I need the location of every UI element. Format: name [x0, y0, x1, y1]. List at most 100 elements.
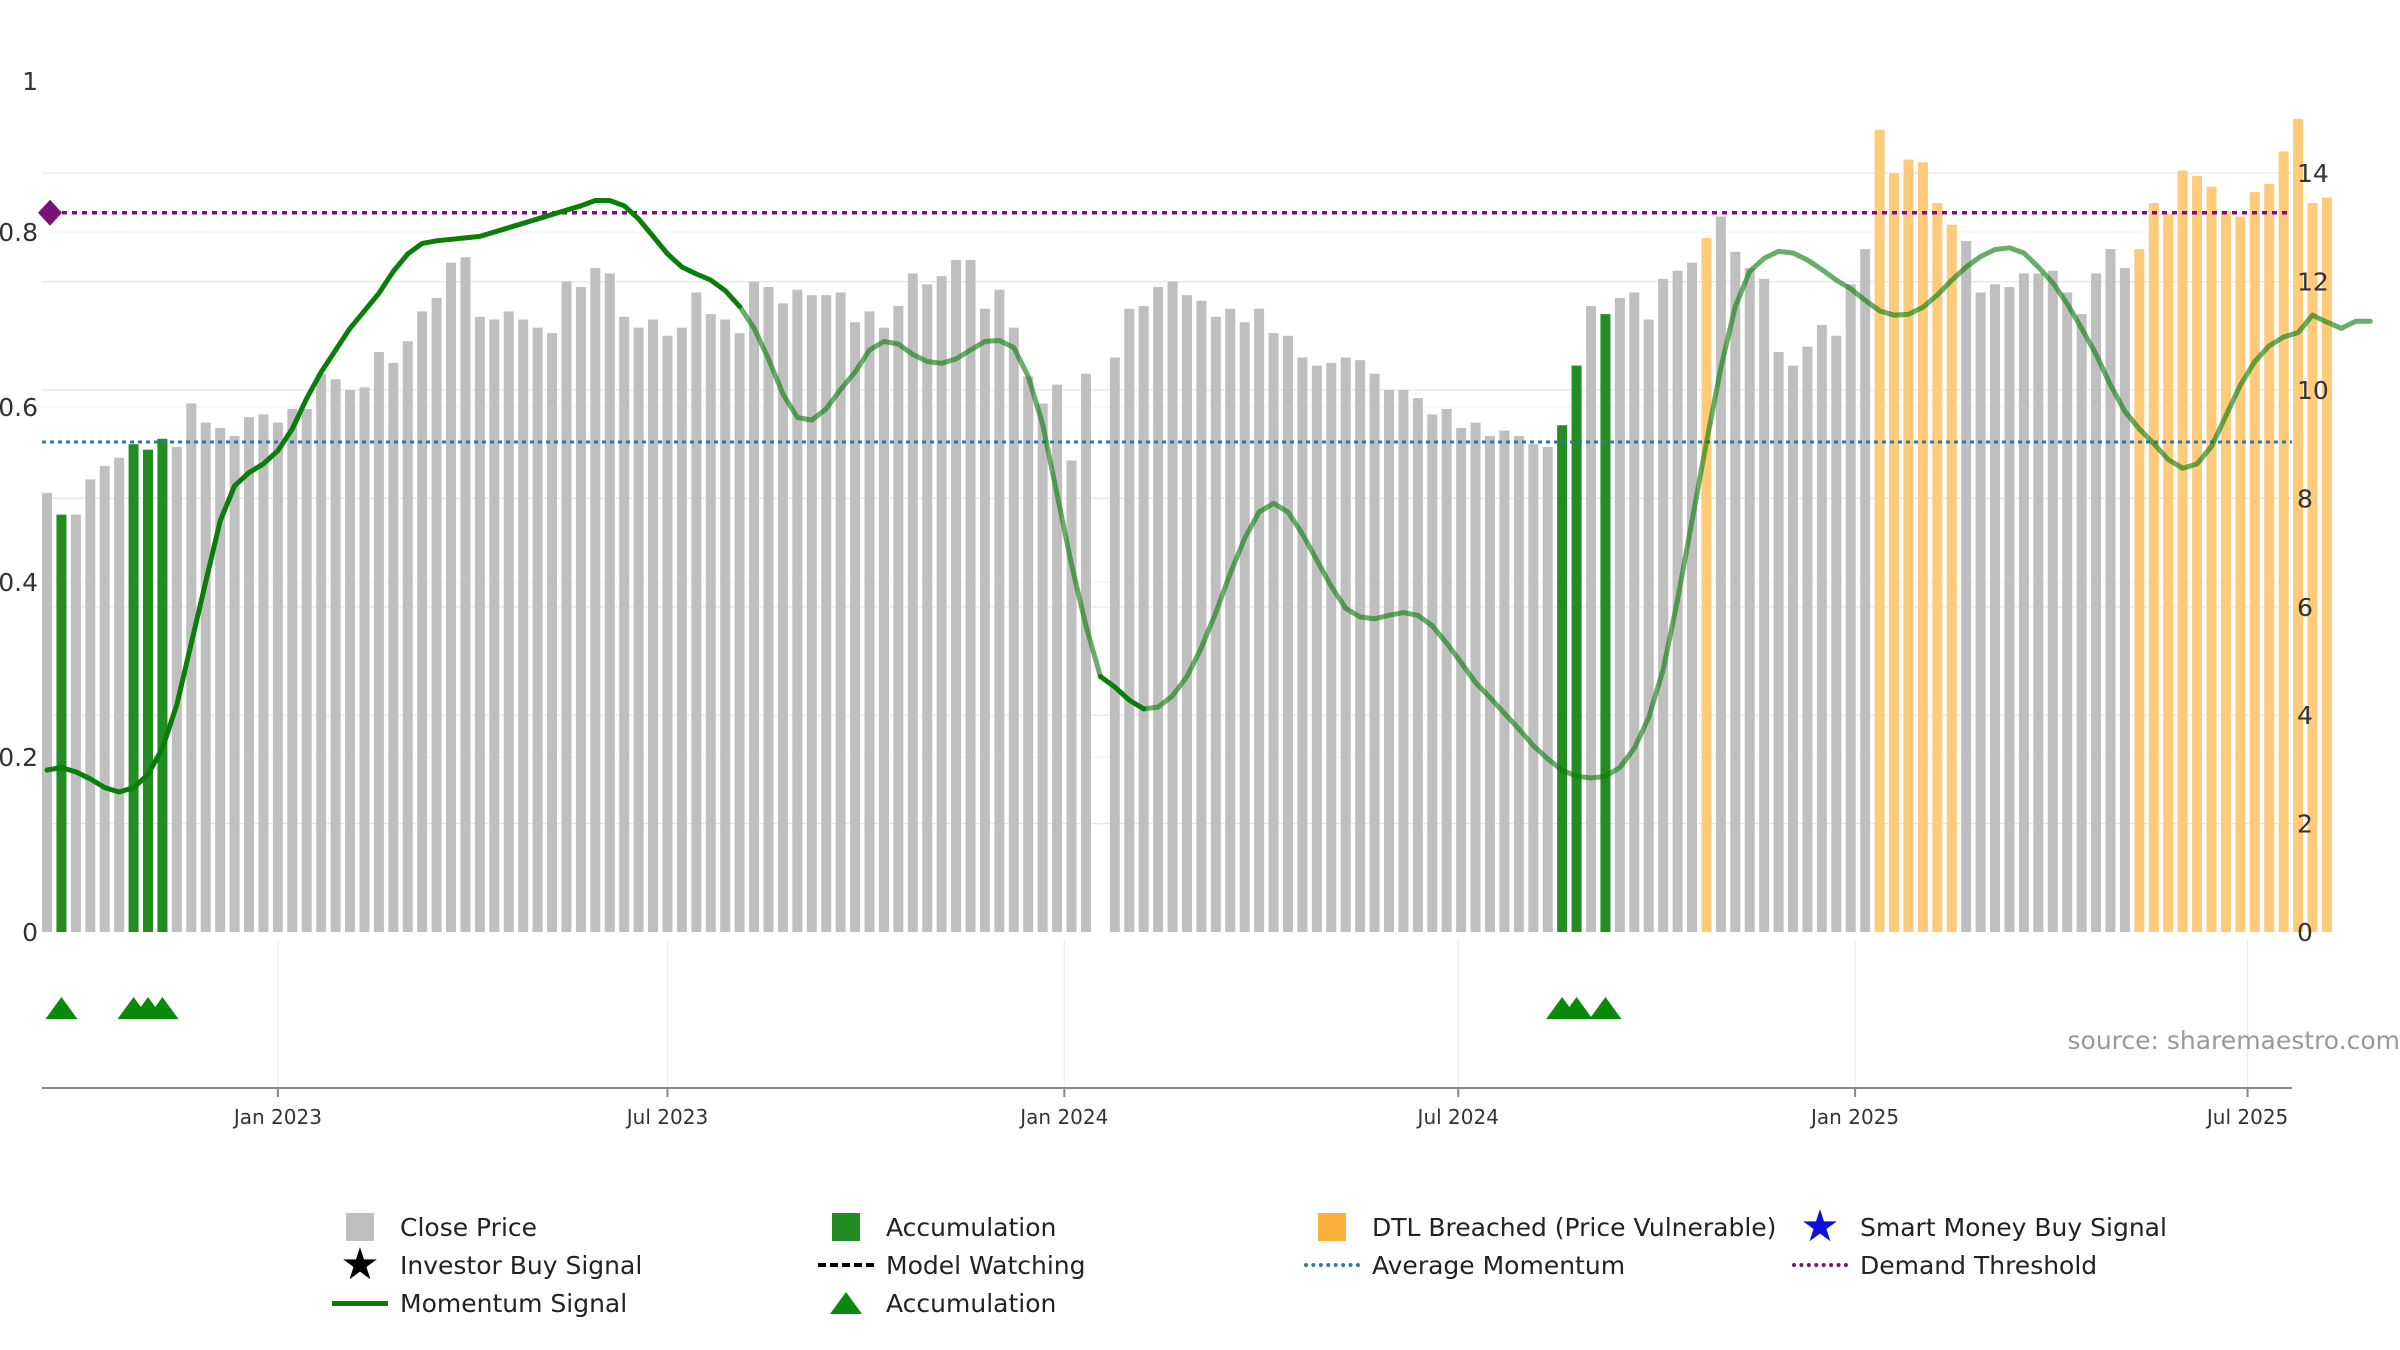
black-dashed-line-icon [816, 1246, 876, 1284]
legend-item: Model Watching [816, 1246, 1086, 1284]
close-price-bar [2047, 270, 2058, 932]
green-triangle-icon [816, 1284, 876, 1322]
close-price-bar [1773, 352, 1784, 932]
close-price-bar [590, 268, 601, 932]
close-price-bar [1542, 446, 1553, 932]
dtl-breached-bar [2264, 184, 2275, 933]
close-price-bar [1990, 284, 2001, 932]
close-price-bar [1138, 305, 1149, 932]
legend-label: Model Watching [886, 1250, 1086, 1280]
gridlines [42, 172, 2292, 825]
close-price-bar [1730, 251, 1741, 933]
close-price-bar [633, 327, 644, 932]
close-price-bar [431, 297, 442, 932]
close-price-bar [1513, 436, 1524, 932]
close-price-bar [604, 273, 615, 933]
close-price-bar [1398, 390, 1409, 932]
close-price-bar [1860, 249, 1871, 932]
close-price-bar [1528, 444, 1539, 932]
close-price-bar [1254, 308, 1265, 932]
dtl-breached-bar [2163, 213, 2174, 933]
dtl-breached-bar [1932, 203, 1943, 932]
close-price-bar [1239, 322, 1250, 932]
accumulation-triangle [146, 997, 179, 1019]
close-price-bar [1961, 240, 1972, 932]
close-price-bar [1485, 436, 1495, 932]
accumulation-bar [56, 514, 67, 932]
close-price-bar [777, 303, 788, 932]
close-price-bar [705, 314, 716, 932]
right-axis-tick-label: 0 [2297, 918, 2313, 947]
close-price-bar [345, 390, 356, 932]
legend-item: Accumulation [816, 1284, 1056, 1322]
legend-label: Demand Threshold [1860, 1250, 2098, 1280]
x-axis-tick-label: Jul 2025 [2205, 1105, 2288, 1129]
orange-square-icon [1302, 1208, 1362, 1246]
demand-threshold-marker [38, 199, 62, 226]
close-price-bar [821, 295, 832, 932]
accumulation-bar [157, 438, 168, 932]
close-price-bar [619, 316, 630, 933]
right-axis-tick-label: 12 [2297, 268, 2329, 297]
left-axis-tick-label: 0.8 [0, 218, 38, 247]
momentum-signal-segment [1141, 245, 2373, 781]
x-axis-tick-label: Jan 2024 [1018, 1105, 1108, 1129]
legend-item: Close Price [330, 1208, 537, 1246]
close-price-bar [1427, 414, 1438, 932]
close-price-bar [979, 308, 990, 932]
close-price-bar [186, 403, 197, 932]
legend-item: DTL Breached (Price Vulnerable) [1302, 1208, 1776, 1246]
close-price-bar [1614, 297, 1625, 932]
close-price-bar [1687, 262, 1698, 932]
close-price-bar [1412, 398, 1423, 932]
close-price-bar [907, 273, 918, 933]
close-price-bar [575, 287, 586, 932]
close-price-bar [489, 319, 500, 932]
legend-label: Accumulation [886, 1288, 1057, 1318]
close-price-bar [1080, 373, 1091, 932]
x-axis-tick-label: Jan 2023 [232, 1105, 322, 1129]
close-price-bar [244, 417, 255, 933]
accumulation-bar [143, 449, 154, 932]
close-price-bar [1282, 335, 1293, 932]
close-price-bar [936, 276, 947, 932]
blue-star-icon: ★ [1800, 1201, 1840, 1252]
gray-square-icon [330, 1208, 390, 1246]
legend-item: Momentum Signal [330, 1284, 627, 1322]
close-price-bar [316, 373, 327, 932]
close-price-bar [1023, 376, 1034, 932]
close-price-bar [1499, 430, 1510, 932]
close-price-bar [200, 422, 211, 932]
close-price-bar [1715, 216, 1726, 932]
close-price-bar [734, 333, 745, 933]
close-price-bar [648, 319, 659, 932]
x-axis-tick-label: Jul 2023 [625, 1105, 708, 1129]
close-price-bar [749, 281, 760, 933]
close-price-bar [114, 457, 125, 932]
x-axis: Jan 2023 Jul 2023 Jan 2024 Jul 2024 Jan 2025… [42, 1087, 2292, 1129]
close-price-bar [1225, 308, 1236, 932]
close-price-bar [1124, 308, 1135, 932]
accumulation-triangle [1589, 997, 1622, 1019]
legend-item: ★ Smart Money Buy Signal [1790, 1201, 2167, 1252]
close-price-bar [1816, 324, 1827, 933]
close-price-bar [1470, 422, 1481, 932]
dtl-breached-bar [2148, 203, 2159, 932]
close-price-bar [1369, 373, 1380, 932]
black-star-icon: ★ [340, 1239, 380, 1290]
left-axis-tick-label: 0 [22, 918, 38, 947]
close-price-bar [388, 362, 399, 932]
close-price-bar [2062, 292, 2073, 932]
close-price-bar [676, 327, 687, 932]
close-price-bar [330, 379, 341, 932]
close-price-bar [994, 289, 1005, 933]
green-solid-line-icon [330, 1284, 390, 1322]
close-price-bar [258, 414, 269, 932]
close-price-bar [1629, 292, 1640, 932]
close-price-bar [446, 262, 457, 932]
close-price-bar [1037, 403, 1048, 932]
close-price-bar [287, 408, 298, 933]
left-axis-tick-label: 0.6 [0, 393, 38, 422]
dtl-breached-bar [2278, 151, 2289, 932]
accumulation-bar [1571, 365, 1582, 932]
